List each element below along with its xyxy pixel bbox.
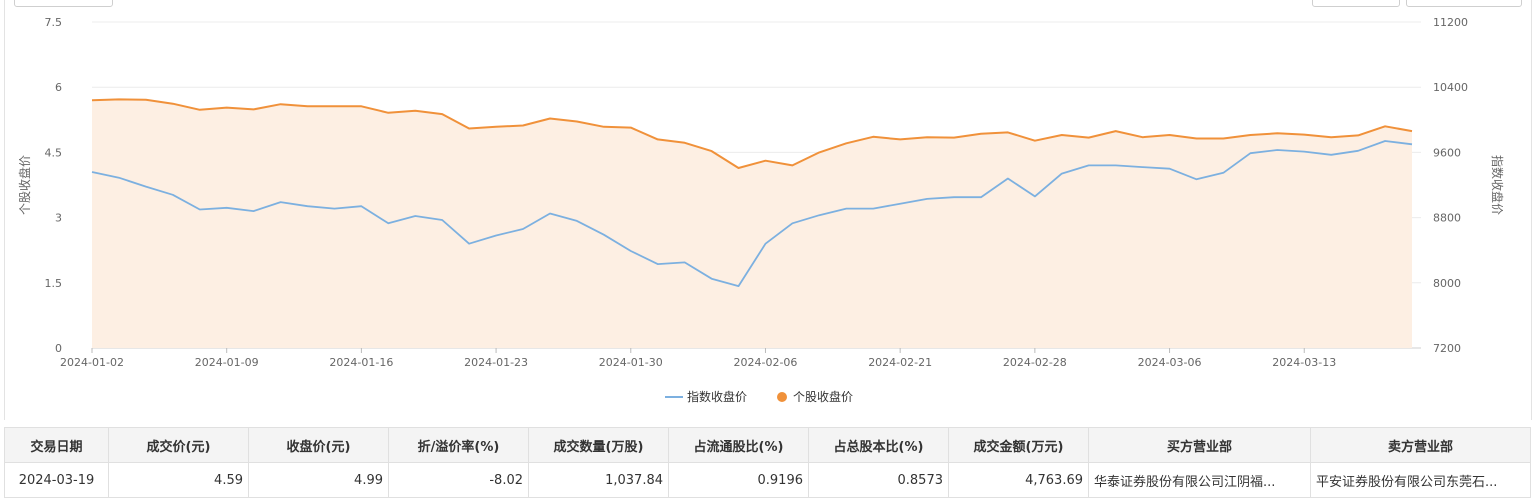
table-row: 2024-03-19 4.59 4.99 -8.02 1,037.84 0.91… bbox=[4, 462, 1531, 498]
y-left-tick-label: 1.5 bbox=[45, 277, 63, 290]
col-header-volume: 成交数量(万股) bbox=[528, 427, 669, 463]
x-tick-label: 2024-01-23 bbox=[464, 356, 528, 369]
cell-volume: 1,037.84 bbox=[528, 462, 669, 498]
cell-float-ratio: 0.9196 bbox=[668, 462, 809, 498]
x-tick-label: 2024-03-06 bbox=[1138, 356, 1202, 369]
table-header-row: 交易日期 成交价(元) 收盘价(元) 折/溢价率(%) 成交数量(万股) 占流通… bbox=[4, 427, 1531, 463]
y-right-tick-label: 10400 bbox=[1433, 81, 1468, 94]
legend-item-stock[interactable]: 个股收盘价 bbox=[777, 389, 853, 404]
top-left-button[interactable] bbox=[14, 0, 113, 7]
col-header-trade-price: 成交价(元) bbox=[108, 427, 249, 463]
price-chart: 0 1.5 3 4.5 6 7.5 7200 8000 8800 9600 10400 11200 20… bbox=[17, 16, 1505, 404]
legend-stock-marker bbox=[777, 392, 787, 402]
x-tick-label: 2024-01-16 bbox=[329, 356, 393, 369]
block-trade-table: 交易日期 成交价(元) 收盘价(元) 折/溢价率(%) 成交数量(万股) 占流通… bbox=[4, 427, 1531, 498]
cell-amount: 4,763.69 bbox=[948, 462, 1089, 498]
stock-price-area bbox=[92, 99, 1412, 349]
line-layer bbox=[91, 98, 1413, 287]
top-right-button-1[interactable] bbox=[1312, 0, 1400, 7]
x-tick-label: 2024-02-21 bbox=[868, 356, 932, 369]
left-axis-label: 个股收盘价 bbox=[17, 155, 32, 215]
col-header-premium-rate: 折/溢价率(%) bbox=[388, 427, 529, 463]
x-tick-label: 2024-01-02 bbox=[60, 356, 124, 369]
y-left-tick-label: 7.5 bbox=[45, 16, 63, 29]
area-layer bbox=[92, 99, 1412, 349]
y-left-tick-label: 4.5 bbox=[45, 146, 63, 159]
chart-panel: 0 1.5 3 4.5 6 7.5 7200 8000 8800 9600 10400 11200 20… bbox=[4, 0, 1532, 420]
top-right-button-2[interactable] bbox=[1406, 0, 1522, 7]
col-header-float-ratio: 占流通股比(%) bbox=[668, 427, 809, 463]
cell-trade-date: 2024-03-19 bbox=[4, 462, 109, 498]
legend-index-label: 指数收盘价 bbox=[687, 389, 747, 404]
col-header-seller: 卖方营业部 bbox=[1310, 427, 1531, 463]
x-tick-label: 2024-02-28 bbox=[1003, 356, 1067, 369]
y-right-tick-label: 8000 bbox=[1433, 277, 1461, 290]
cell-seller[interactable]: 平安证券股份有限公司东莞石... bbox=[1310, 462, 1531, 498]
legend-item-index[interactable]: 指数收盘价 bbox=[665, 389, 747, 404]
y-right-tick-label: 8800 bbox=[1433, 212, 1461, 225]
y-right-tick-label: 7200 bbox=[1433, 342, 1461, 355]
x-tick-label: 2024-01-30 bbox=[599, 356, 663, 369]
y-left-tick-label: 0 bbox=[55, 342, 62, 355]
x-tick-label: 2024-01-09 bbox=[195, 356, 259, 369]
col-header-buyer: 买方营业部 bbox=[1088, 427, 1311, 463]
stock-price-line bbox=[91, 98, 1413, 169]
cell-buyer[interactable]: 华泰证券股份有限公司江阴福... bbox=[1088, 462, 1311, 498]
col-header-close-price: 收盘价(元) bbox=[248, 427, 389, 463]
x-tick-label: 2024-03-13 bbox=[1272, 356, 1336, 369]
index-price-line bbox=[91, 140, 1413, 287]
cell-trade-price: 4.59 bbox=[108, 462, 249, 498]
y-left-tick-label: 6 bbox=[55, 81, 62, 94]
axes: 0 1.5 3 4.5 6 7.5 7200 8000 8800 9600 10400 11200 20… bbox=[45, 16, 1469, 369]
col-header-trade-date: 交易日期 bbox=[4, 427, 109, 463]
y-right-tick-label: 9600 bbox=[1433, 146, 1461, 159]
right-axis-label: 指数收盘价 bbox=[1490, 155, 1505, 215]
legend[interactable]: 指数收盘价 个股收盘价 bbox=[665, 389, 853, 404]
y-right-tick-label: 11200 bbox=[1433, 16, 1468, 29]
cell-total-ratio: 0.8573 bbox=[808, 462, 949, 498]
x-tick-label: 2024-02-06 bbox=[734, 356, 798, 369]
cell-premium-rate: -8.02 bbox=[388, 462, 529, 498]
y-left-tick-label: 3 bbox=[55, 212, 62, 225]
cell-close-price: 4.99 bbox=[248, 462, 389, 498]
col-header-total-ratio: 占总股本比(%) bbox=[808, 427, 949, 463]
legend-stock-label: 个股收盘价 bbox=[793, 389, 853, 404]
col-header-amount: 成交金额(万元) bbox=[948, 427, 1089, 463]
